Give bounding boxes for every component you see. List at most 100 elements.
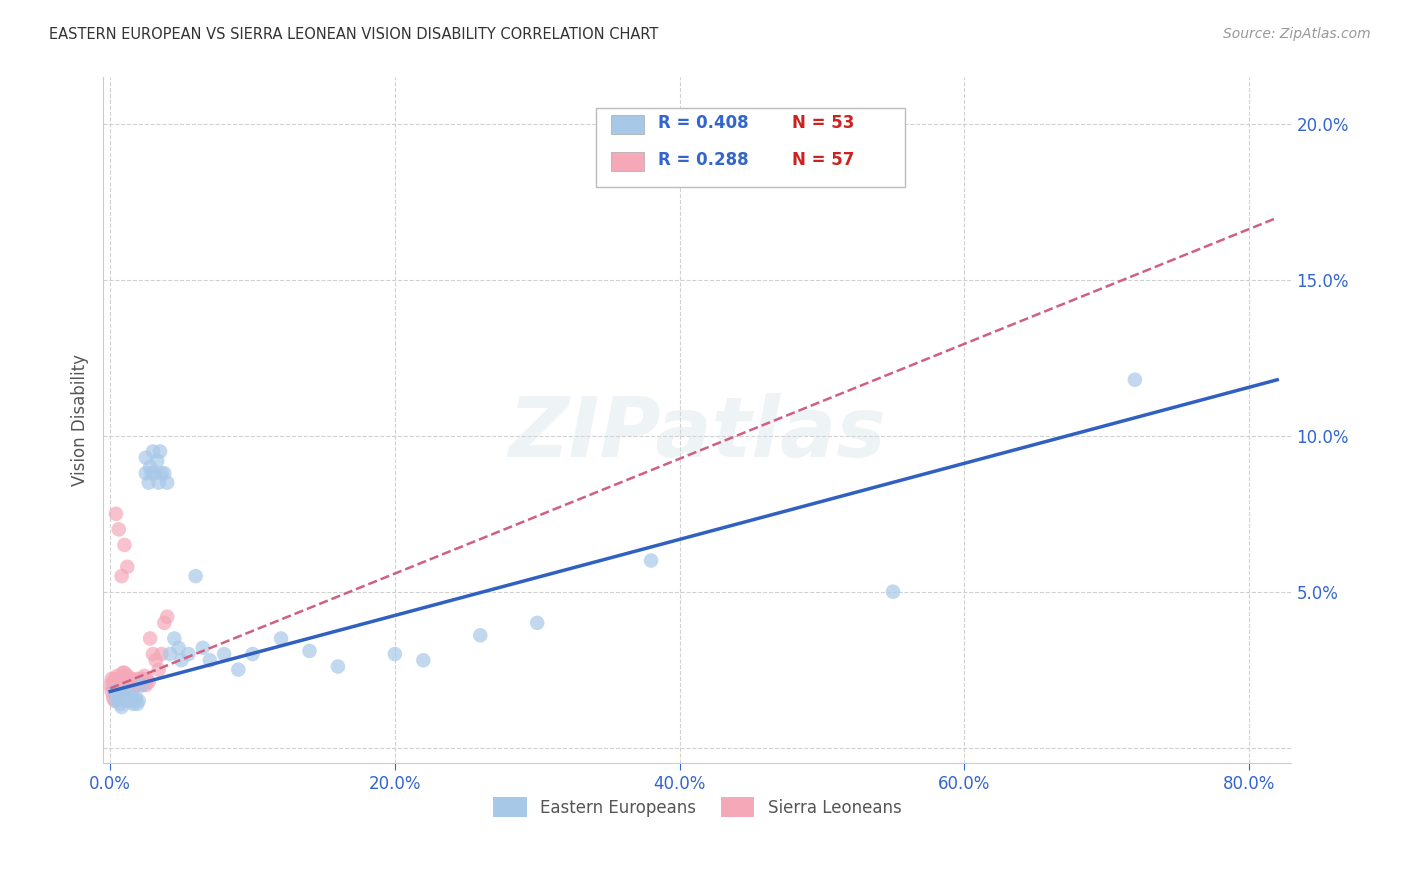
Point — [136, 672, 159, 686]
Point — [111, 672, 134, 686]
Point — [103, 684, 125, 698]
Point — [127, 672, 149, 686]
Point — [103, 684, 125, 698]
Point — [114, 665, 136, 680]
Point — [118, 678, 141, 692]
Point — [104, 684, 127, 698]
FancyBboxPatch shape — [610, 115, 644, 135]
Point — [114, 694, 136, 708]
Point — [103, 672, 125, 686]
Point — [117, 690, 139, 705]
Point — [107, 690, 129, 705]
Point — [122, 697, 145, 711]
Point — [111, 700, 134, 714]
Point — [125, 690, 148, 705]
Text: R = 0.288: R = 0.288 — [658, 152, 749, 169]
Point — [131, 678, 153, 692]
Point — [128, 694, 150, 708]
Point — [104, 694, 127, 708]
Point — [121, 672, 143, 686]
Point — [112, 678, 135, 692]
Point — [132, 672, 155, 686]
FancyBboxPatch shape — [610, 153, 644, 171]
Point — [170, 653, 193, 667]
Point — [145, 653, 167, 667]
Point — [326, 659, 349, 673]
Point — [148, 663, 170, 677]
Point — [108, 697, 131, 711]
Point — [177, 647, 200, 661]
Point — [122, 681, 145, 696]
Point — [120, 681, 142, 696]
Point — [107, 672, 129, 686]
Y-axis label: Vision Disability: Vision Disability — [72, 354, 89, 486]
Point — [270, 632, 292, 646]
Point — [159, 647, 181, 661]
Point — [105, 678, 128, 692]
Point — [117, 559, 139, 574]
Point — [640, 553, 662, 567]
Point — [148, 475, 170, 490]
Point — [117, 678, 139, 692]
Point — [118, 672, 141, 686]
Point — [228, 663, 250, 677]
Text: ZIPatlas: ZIPatlas — [509, 393, 886, 475]
Point — [108, 675, 131, 690]
Point — [384, 647, 406, 661]
Point — [143, 467, 166, 481]
Text: EASTERN EUROPEAN VS SIERRA LEONEAN VISION DISABILITY CORRELATION CHART: EASTERN EUROPEAN VS SIERRA LEONEAN VISIO… — [49, 27, 658, 42]
Point — [150, 467, 173, 481]
Point — [142, 647, 165, 661]
Point — [134, 669, 156, 683]
Point — [138, 475, 160, 490]
Point — [184, 569, 207, 583]
Point — [105, 688, 128, 702]
Point — [129, 672, 152, 686]
Point — [412, 653, 434, 667]
Text: R = 0.408: R = 0.408 — [658, 114, 749, 132]
Point — [1123, 373, 1146, 387]
Point — [115, 684, 138, 698]
Point — [104, 672, 127, 686]
Point — [127, 697, 149, 711]
Point — [101, 678, 124, 692]
Point — [191, 640, 214, 655]
Point — [105, 669, 128, 683]
Point — [124, 678, 146, 692]
Point — [120, 672, 142, 686]
Point — [115, 669, 138, 683]
Point — [121, 690, 143, 705]
Text: N = 53: N = 53 — [793, 114, 855, 132]
Point — [121, 678, 143, 692]
Text: Source: ZipAtlas.com: Source: ZipAtlas.com — [1223, 27, 1371, 41]
Point — [156, 609, 179, 624]
Point — [104, 507, 127, 521]
Point — [882, 584, 904, 599]
Point — [125, 675, 148, 690]
Point — [112, 690, 135, 705]
Point — [138, 675, 160, 690]
Point — [298, 644, 321, 658]
Point — [135, 467, 157, 481]
Point — [198, 653, 221, 667]
Point — [150, 647, 173, 661]
Text: N = 57: N = 57 — [793, 152, 855, 169]
Point — [153, 615, 176, 630]
Point — [128, 675, 150, 690]
FancyBboxPatch shape — [596, 108, 905, 187]
Point — [141, 467, 163, 481]
Point — [107, 684, 129, 698]
Point — [526, 615, 548, 630]
Point — [242, 647, 264, 661]
Point — [153, 467, 176, 481]
Point — [117, 669, 139, 683]
Point — [149, 444, 172, 458]
Point — [156, 475, 179, 490]
Point — [111, 684, 134, 698]
Point — [101, 690, 124, 705]
Point — [100, 684, 122, 698]
Point — [139, 460, 162, 475]
Point — [115, 678, 138, 692]
Point — [122, 675, 145, 690]
Point — [212, 647, 235, 661]
